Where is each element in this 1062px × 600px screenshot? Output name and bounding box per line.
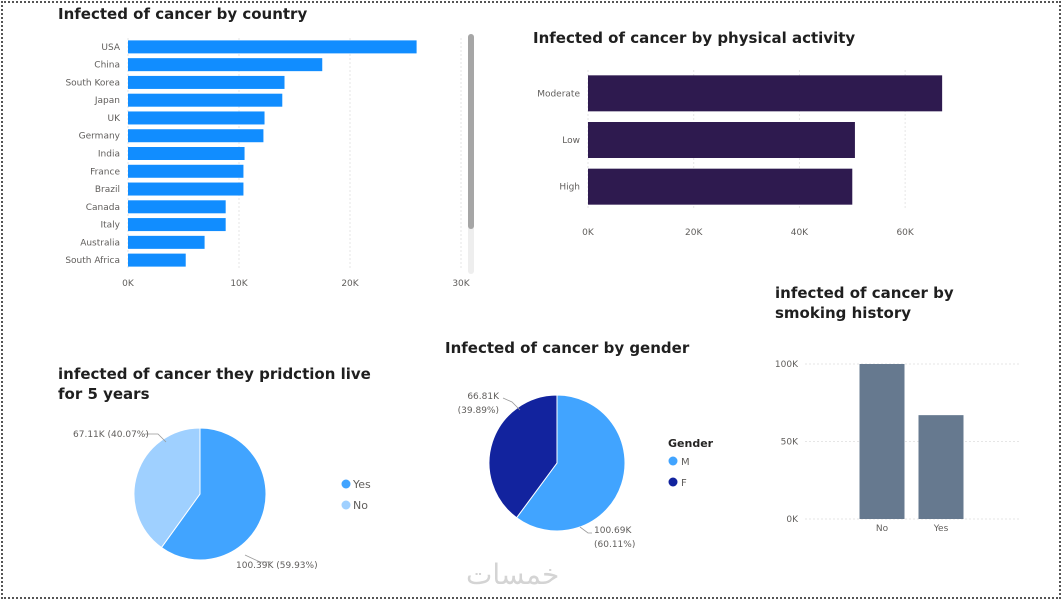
bar-india (128, 147, 245, 160)
activity-chart-title: Infected of cancer by physical activity (533, 29, 856, 47)
category-label: Australia (80, 238, 120, 248)
bar-brazil (128, 182, 244, 196)
country-chart-title: Infected of cancer by country (58, 5, 308, 23)
bar-south-africa (128, 253, 186, 267)
category-label: South Africa (65, 256, 120, 266)
legend-marker (341, 479, 351, 489)
bar-no (859, 364, 905, 519)
bar-low (588, 122, 855, 158)
legend-label: No (353, 499, 368, 512)
legend-marker (341, 500, 351, 510)
survival-chart-title: infected of cancer they pridction live f… (58, 365, 371, 403)
pie-data-label: 66.81K (467, 392, 500, 402)
activity-bar-chart: 0K 20K 40K 60K Moderate Low High (537, 70, 943, 238)
x-tick-label: 10K (230, 279, 248, 289)
x-tick-label: 40K (791, 228, 809, 238)
category-label: India (98, 150, 120, 160)
legend-label: F (681, 478, 687, 489)
pie-slice-yes (160, 427, 267, 561)
leader-line (145, 433, 167, 443)
country-chart-scrollbar-thumb[interactable] (468, 34, 474, 229)
category-label: UK (108, 114, 122, 124)
category-label: Germany (79, 132, 121, 142)
pie-slice-no (133, 427, 201, 549)
category-label: Moderate (537, 89, 580, 99)
bar-yes (918, 415, 964, 519)
bar-high (588, 168, 853, 205)
bar-france (128, 164, 244, 178)
category-label: China (94, 61, 120, 71)
x-tick-label: 0K (122, 279, 135, 289)
x-tick-label: 30K (452, 279, 470, 289)
pie-data-label: (60.11%) (594, 540, 635, 550)
category-label: Canada (86, 203, 120, 213)
category-label: South Korea (65, 78, 120, 88)
bar-moderate (588, 75, 943, 112)
bar-uk (128, 111, 265, 125)
gender-chart-title: Infected of cancer by gender (445, 339, 690, 357)
category-label: High (559, 183, 580, 193)
category-label: Italy (100, 221, 120, 231)
category-label: USA (101, 43, 120, 53)
pie-data-label: 100.39K (59.93%) (236, 561, 318, 571)
y-tick-label: 0K (786, 515, 799, 525)
bar-italy (128, 218, 226, 232)
pie-data-label: 100.69K (594, 526, 632, 536)
legend-marker (668, 456, 678, 466)
category-label: Brazil (95, 185, 120, 195)
x-tick-label: 20K (685, 228, 703, 238)
y-tick-label: 100K (775, 360, 799, 370)
pie-slice-f (488, 394, 558, 519)
legend-marker (668, 477, 678, 487)
bar-usa (128, 40, 417, 54)
category-label: Yes (933, 524, 949, 534)
legend-label: M (681, 457, 690, 468)
survival-pie-chart: 100.39K (59.93%) 67.11K (40.07%) Yes No (73, 427, 371, 571)
bar-japan (128, 93, 283, 107)
pie-data-label: 67.11K (40.07%) (73, 430, 149, 440)
bar-germany (128, 129, 264, 143)
gender-pie-chart: 100.69K (60.11%) 66.81K (39.89%) Gender MF (458, 392, 714, 550)
legend-label: Yes (352, 478, 371, 491)
x-tick-label: 0K (582, 228, 595, 238)
khamsat-watermark: خمسات (466, 558, 560, 591)
smoking-bar-chart: 0K 50K 100K No Yes (775, 360, 1020, 534)
country-chart-scrollbar-track[interactable] (468, 34, 474, 274)
pie-slice-m (515, 394, 626, 532)
leader-line (244, 554, 271, 563)
y-tick-label: 50K (781, 438, 799, 448)
bar-south-korea (128, 75, 285, 89)
legend-title: Gender (668, 437, 714, 450)
category-label: No (876, 524, 889, 534)
pie-data-label: (39.89%) (458, 406, 499, 416)
category-label: Japan (94, 96, 120, 106)
x-tick-label: 20K (341, 279, 359, 289)
country-bar-chart: 0K 10K 20K 30K USA China South Korea Japan UK Ger… (65, 38, 471, 289)
category-label: France (90, 167, 120, 177)
smoking-chart-title: infected of cancer by smoking history (775, 284, 954, 322)
leader-line (502, 397, 521, 411)
category-label: Low (562, 136, 580, 146)
x-tick-label: 60K (896, 228, 914, 238)
leader-line (579, 526, 592, 534)
bar-australia (128, 235, 205, 249)
bar-china (128, 58, 323, 72)
bar-canada (128, 200, 226, 214)
